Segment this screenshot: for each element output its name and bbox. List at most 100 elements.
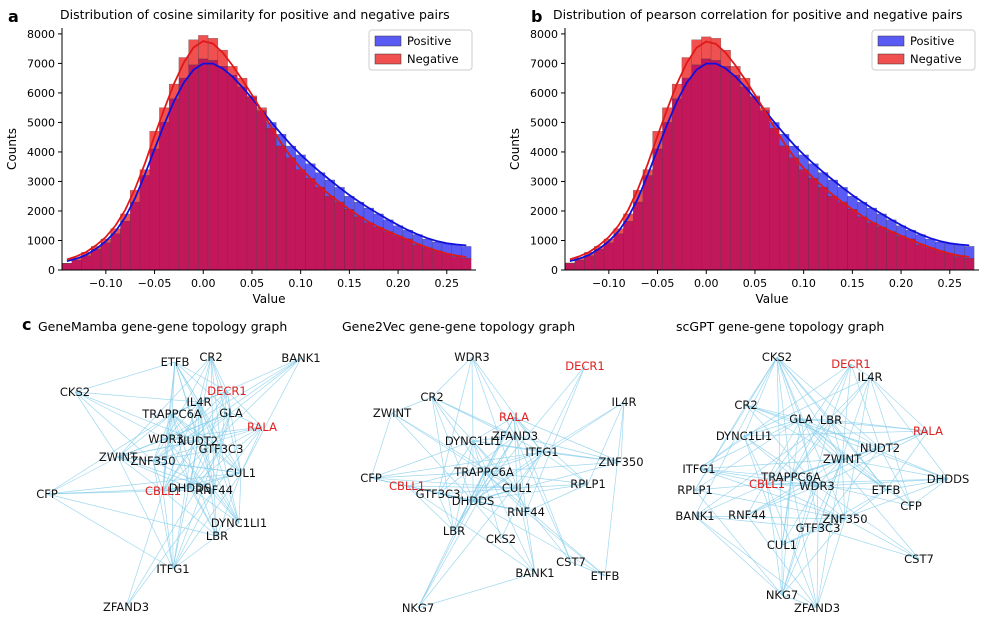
overlap-bar bbox=[710, 60, 722, 271]
graph-edge bbox=[816, 458, 843, 609]
graph-edge bbox=[541, 451, 622, 463]
graph-edge bbox=[830, 419, 929, 432]
legend-negative-label: Negative bbox=[910, 52, 962, 66]
graph-edge bbox=[781, 419, 832, 596]
graph-edge bbox=[869, 376, 929, 432]
overlap-bar bbox=[925, 247, 936, 271]
graph-edge bbox=[541, 451, 589, 485]
graph-edge bbox=[226, 357, 302, 392]
overlap-bar bbox=[613, 233, 624, 271]
gene-node-label: ETFB bbox=[872, 483, 901, 497]
graph-edge bbox=[830, 363, 852, 421]
negative-bar bbox=[178, 57, 189, 79]
graph-edge bbox=[74, 361, 176, 393]
overlap-bar bbox=[334, 201, 345, 271]
overlap-bar bbox=[324, 196, 335, 271]
overlap-bar bbox=[594, 249, 605, 271]
y-tick-label: 4000 bbox=[27, 146, 55, 159]
graph-edge bbox=[230, 357, 302, 414]
graph-edge bbox=[162, 487, 191, 492]
graph-edge bbox=[800, 418, 949, 480]
graph-edge bbox=[800, 418, 929, 432]
graph-edge bbox=[781, 476, 792, 596]
gene-node-label: IL4R bbox=[857, 370, 882, 384]
positive-kde-line bbox=[66, 62, 467, 262]
overlap-bar bbox=[354, 216, 365, 271]
graph-edge bbox=[220, 426, 263, 450]
graph-edge bbox=[431, 396, 485, 473]
graph-edge bbox=[162, 440, 199, 492]
graph-edge bbox=[171, 413, 218, 537]
graph-edge bbox=[781, 594, 818, 609]
graph-edge bbox=[431, 396, 474, 442]
graph-edge bbox=[406, 485, 455, 532]
overlap-bar bbox=[964, 257, 975, 271]
overlap-bar bbox=[363, 222, 374, 271]
gene-node-label: CBLL1 bbox=[389, 479, 425, 493]
gene-node-label: NKG7 bbox=[766, 588, 798, 602]
topology-graph: Gene2Vec gene-gene topology graph WDR3 DEC… bbox=[342, 319, 644, 615]
gene-node-label: CST7 bbox=[556, 555, 586, 569]
overlap-bar bbox=[866, 222, 877, 271]
graph-edge bbox=[171, 401, 200, 415]
graph-edge bbox=[189, 390, 228, 489]
graph-edge bbox=[453, 500, 474, 532]
overlap-bar bbox=[383, 231, 394, 271]
overlap-bar bbox=[642, 175, 653, 271]
gene-node-label: RALA bbox=[913, 424, 943, 438]
overlap-bar bbox=[256, 110, 267, 271]
graph-edge bbox=[125, 489, 215, 608]
graph-edge bbox=[472, 500, 527, 513]
gene-node-label: DYNC1LI1 bbox=[445, 434, 501, 448]
graph-edge bbox=[210, 356, 232, 414]
overlap-bar bbox=[149, 148, 160, 271]
gene-node-label: LBR bbox=[206, 529, 228, 543]
graph-edge bbox=[370, 451, 543, 479]
graph-edge bbox=[694, 489, 783, 596]
overlap-bar bbox=[749, 97, 761, 271]
graph-edge bbox=[766, 458, 843, 485]
graph-edge bbox=[850, 363, 881, 449]
graph-edge bbox=[830, 419, 881, 449]
overlap-bar bbox=[110, 233, 121, 271]
graph-edge bbox=[694, 515, 846, 520]
x-tick-label: 0.05 bbox=[743, 277, 768, 290]
gene-node-label: GLA bbox=[219, 406, 243, 420]
graph-edge bbox=[437, 493, 455, 532]
graph-edge bbox=[570, 561, 606, 577]
overlap-bar bbox=[412, 244, 423, 271]
negative-bar bbox=[207, 38, 219, 61]
overlap-bar bbox=[769, 128, 780, 271]
graph-edge bbox=[162, 490, 174, 570]
graph-edge bbox=[152, 426, 263, 462]
graph-edge bbox=[781, 476, 792, 546]
y-tick-label: 4000 bbox=[530, 146, 558, 159]
graph-edge bbox=[790, 363, 852, 478]
graph-edge bbox=[472, 471, 485, 502]
graph-edge bbox=[483, 471, 518, 489]
graph-edge bbox=[216, 522, 240, 537]
overlap-bar bbox=[168, 98, 180, 271]
gene-node-label: ZNF350 bbox=[822, 512, 867, 526]
overlap-bar bbox=[954, 256, 965, 271]
graph-edge bbox=[74, 391, 200, 403]
graph-edge bbox=[172, 440, 199, 570]
graph-edge bbox=[885, 478, 949, 491]
graph-edge bbox=[766, 476, 792, 485]
graph-edge bbox=[513, 416, 543, 453]
graph-edge bbox=[162, 489, 215, 492]
graph-edge bbox=[698, 468, 792, 478]
overlap-bar bbox=[808, 178, 819, 271]
graph-edge bbox=[471, 356, 518, 489]
y-axis-label: Counts bbox=[508, 128, 522, 170]
overlap-bar bbox=[91, 249, 102, 271]
panel-c-topology-graphs: c GeneMamba gene-gene topology graph ETFB C… bbox=[22, 315, 969, 615]
overlap-bar bbox=[61, 263, 72, 271]
gene-node-label: RALA bbox=[247, 420, 277, 434]
graph-edge bbox=[694, 515, 818, 609]
gene-node-label: ITFG1 bbox=[156, 562, 189, 576]
overlap-bar bbox=[441, 253, 452, 271]
overlap-bar bbox=[71, 260, 82, 271]
overlap-bar bbox=[671, 98, 683, 271]
